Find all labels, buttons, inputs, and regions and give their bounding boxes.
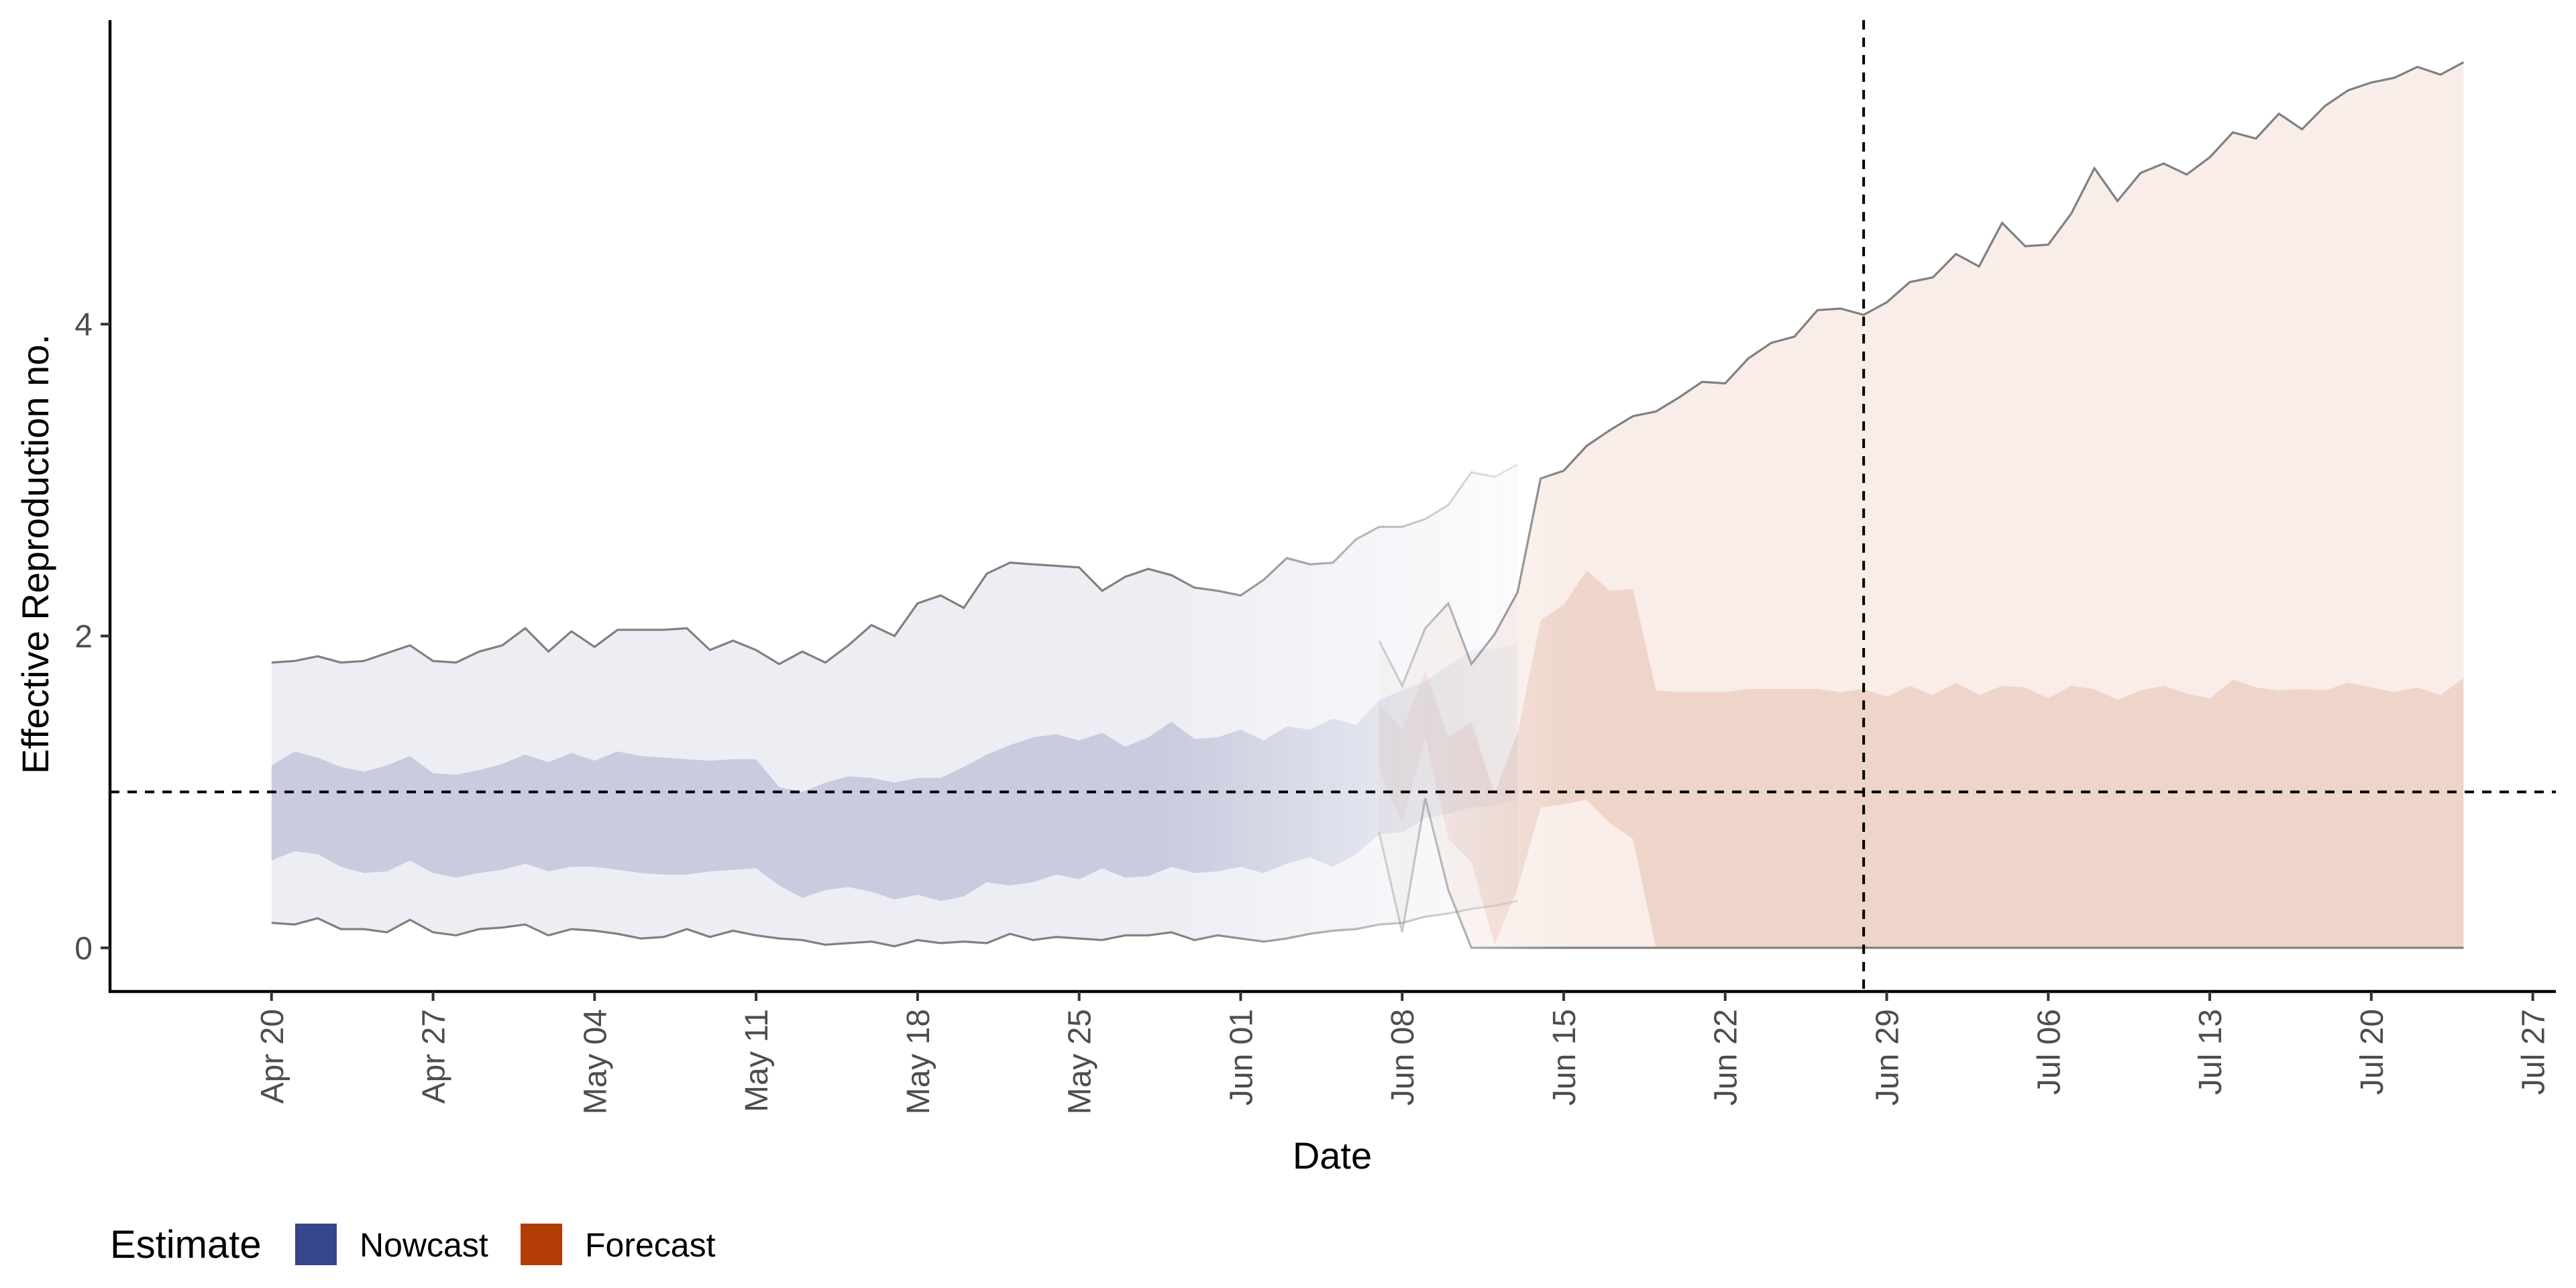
legend-label-nowcast: Nowcast [360,1226,488,1264]
forecast-band-90 [1379,62,2464,948]
legend-label-forecast: Forecast [585,1226,716,1264]
forecast-upper-line [1378,61,2465,689]
legend-swatch-nowcast [295,1224,337,1265]
legend-title: Estimate [110,1223,262,1267]
forecast-lower-line [1378,798,2464,949]
x-axis-title: Date [1293,1134,1372,1177]
y-tick-label: 4 [74,307,93,343]
x-tick-label: Jun 01 [1224,1009,1259,1106]
axes: 0 2 4 Apr 20 Apr 27 May 04 May 11 May 18 May 25 J… [74,20,2556,1114]
nowcast-upper-line [271,463,1518,665]
x-tick-label: Jul 20 [2355,1009,2390,1095]
legend: Estimate Nowcast Forecast [110,1223,716,1267]
nowcast-band-50 [271,643,1518,902]
legend-swatch-forecast [521,1224,562,1265]
nowcast-lower-line [271,900,1518,948]
nowcast-series [271,463,1518,948]
x-tick-label: Apr 27 [417,1009,452,1104]
x-tick-label: Jun 15 [1547,1009,1582,1106]
x-tick-label: Jul 06 [2031,1009,2067,1095]
y-tick-label: 2 [74,619,93,655]
x-tick-label: May 18 [901,1009,936,1114]
x-tick-label: Jul 27 [2516,1009,2552,1095]
y-axis-title: Effective Reproduction no. [14,334,56,774]
x-tick-label: May 11 [739,1009,775,1112]
x-tick-label: Jul 13 [2193,1009,2229,1095]
x-tick-label: May 04 [578,1009,613,1114]
reference-lines [110,20,2556,991]
x-tick-label: Jun 22 [1709,1009,1744,1106]
forecast-series [1378,61,2465,949]
x-tick-label: Jun 29 [1870,1009,1906,1106]
x-tick-label: May 25 [1063,1009,1098,1114]
x-tick-label: Jun 08 [1385,1009,1421,1106]
y-tick-label: 0 [74,931,93,967]
x-tick-label: Apr 20 [255,1009,290,1104]
nowcast-band-90 [271,464,1518,947]
forecast-band-50 [1379,570,2464,948]
